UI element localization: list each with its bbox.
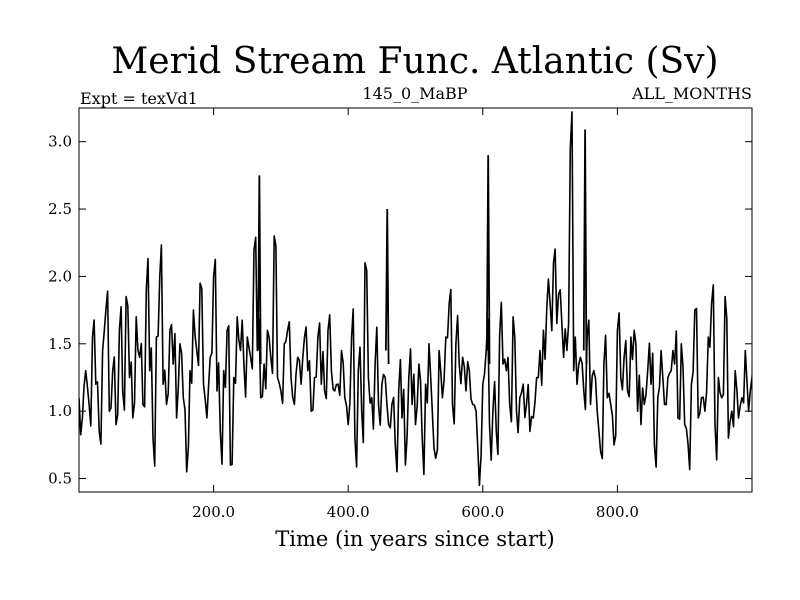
series-spike <box>582 129 588 365</box>
y-tick-label: 2.5 <box>48 200 72 218</box>
spike-group <box>257 129 588 365</box>
months-label: ALL_MONTHS <box>631 84 752 103</box>
x-tick-label: 600.0 <box>461 503 504 521</box>
x-axis-label: Time (in years since start) <box>275 527 554 551</box>
y-tick-label: 1.5 <box>48 335 72 353</box>
series-spike <box>257 175 262 365</box>
x-tick-label: 200.0 <box>192 503 235 521</box>
series-spike <box>384 209 390 365</box>
series-group <box>79 111 752 487</box>
y-axis: 0.5 1.0 1.5 2.0 2.5 3.0 <box>48 133 752 488</box>
y-tick-label: 0.5 <box>48 470 72 488</box>
x-tick-label: 800.0 <box>596 503 639 521</box>
run-label: 145_0_MaBP <box>362 84 467 103</box>
series-spike <box>485 155 491 365</box>
plot-frame <box>78 107 753 493</box>
y-tick-label: 2.0 <box>48 267 72 285</box>
x-tick-label: 400.0 <box>327 503 370 521</box>
experiment-label: Expt = texVd1 <box>80 89 198 108</box>
y-tick-label: 1.0 <box>48 402 72 420</box>
series-line <box>79 111 752 487</box>
chart-title: Merid Stream Func. Atlantic (Sv) <box>111 41 718 82</box>
y-tick-label: 3.0 <box>48 133 72 151</box>
x-axis: 200.0 400.0 600.0 800.0 <box>192 108 639 521</box>
